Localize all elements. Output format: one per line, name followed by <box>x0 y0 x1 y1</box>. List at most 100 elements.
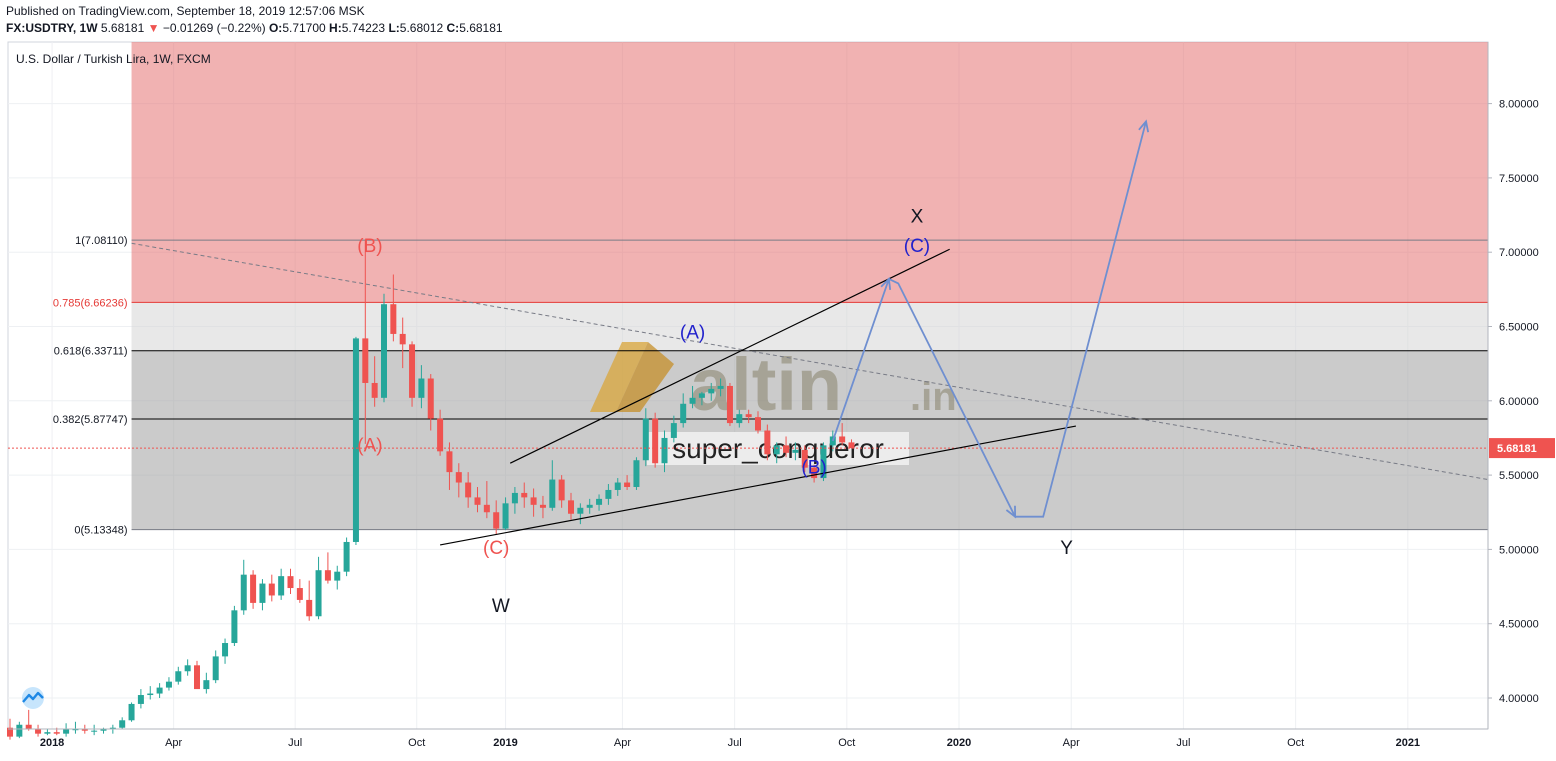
candle-body <box>493 512 500 529</box>
fib-label: 0.785(6.66236) <box>53 297 128 309</box>
candle <box>278 568 285 600</box>
close-label: C: <box>446 21 460 35</box>
wave-label: (B) <box>357 236 382 257</box>
last-price-badge <box>1489 438 1555 459</box>
candle-body <box>44 732 51 734</box>
candle <box>287 568 294 594</box>
y-tick-label: 4.50000 <box>1499 619 1539 631</box>
candle <box>231 605 238 646</box>
candles <box>7 240 855 740</box>
y-tick-label: 8.00000 <box>1499 99 1539 111</box>
candle <box>259 579 266 611</box>
low-label: L: <box>388 21 400 35</box>
candle-body <box>680 403 687 424</box>
candle <box>633 457 640 490</box>
fib-label: 1(7.08110) <box>75 235 127 247</box>
candle <box>128 702 135 722</box>
candle-body <box>100 729 107 731</box>
triangle-upper-line <box>509 248 950 464</box>
arrowhead-down-icon <box>1005 505 1017 519</box>
candle <box>175 666 182 685</box>
candle-body <box>278 576 285 596</box>
x-tick-label: 2021 <box>1396 737 1420 749</box>
symbol-quote-line: FX:USDTRY, 1W 5.68181 ▼ −0.01269 (−0.22%… <box>6 21 503 35</box>
candle <box>44 729 51 736</box>
candle <box>848 439 855 449</box>
x-tick-label: Oct <box>408 737 425 749</box>
candle <box>483 481 490 519</box>
triangle-lower-line <box>439 425 1077 546</box>
candle-body <box>222 643 229 657</box>
x-tick-label: Jul <box>728 737 742 749</box>
fib-label: 0.382(5.87747) <box>53 414 128 426</box>
candle <box>184 659 191 676</box>
y-tick-label: 5.50000 <box>1499 470 1539 482</box>
candle <box>296 579 303 603</box>
zone-red <box>131 42 1488 303</box>
candle-body <box>343 541 350 572</box>
candle-body <box>764 430 771 455</box>
arrowhead-up-icon <box>1138 119 1150 133</box>
wave-labels: (B) (A) (C) W (A) (B) (C) X Y <box>357 206 1073 616</box>
candle <box>652 412 659 468</box>
candle-body <box>848 442 855 449</box>
candle-body <box>427 378 434 419</box>
y-tick-label: 6.00000 <box>1499 396 1539 408</box>
candle <box>783 436 790 458</box>
candle-body <box>596 498 603 505</box>
candle <box>792 442 799 461</box>
tradingview-logo-icon[interactable] <box>18 686 48 710</box>
wave-label: (C) <box>904 236 930 257</box>
candle <box>212 650 219 684</box>
candle-body <box>577 507 584 514</box>
candle <box>399 317 406 369</box>
x-tick-label: Oct <box>838 737 855 749</box>
candle-body <box>465 482 472 498</box>
candle-body <box>670 423 677 438</box>
candle <box>474 486 481 513</box>
candle-body <box>296 588 303 600</box>
candle <box>137 689 144 709</box>
candle <box>839 423 846 446</box>
candle <box>726 382 733 427</box>
candle-body <box>268 583 275 596</box>
candle-body <box>203 680 210 690</box>
candle-body <box>661 437 668 464</box>
y-tick-label: 7.50000 <box>1499 173 1539 185</box>
candle <box>736 409 743 428</box>
candle <box>558 475 565 508</box>
fib-label: 0.618(6.33711) <box>54 346 128 358</box>
y-tick-label: 6.50000 <box>1499 322 1539 334</box>
candle-body <box>231 610 238 644</box>
candle-body <box>399 333 406 345</box>
candle <box>343 537 350 577</box>
candle <box>586 498 593 514</box>
candle-body <box>530 497 537 505</box>
candle-body <box>483 504 490 513</box>
wave-label: Y <box>1060 538 1073 559</box>
candle <box>530 488 537 517</box>
candle <box>427 374 434 431</box>
wave-label: (B) <box>801 458 826 479</box>
candle <box>446 442 453 490</box>
candle-body <box>7 727 13 737</box>
candle <box>240 559 247 615</box>
candle <box>306 580 313 621</box>
candle-body <box>633 460 640 487</box>
candle-body <box>820 445 827 479</box>
candle <box>539 495 546 519</box>
candle <box>63 723 70 737</box>
candle <box>670 415 677 443</box>
candle-body <box>521 492 528 498</box>
candle <box>250 570 257 609</box>
candle <box>390 274 397 342</box>
last-price-badge-text: 5.68181 <box>1497 443 1537 455</box>
candle-body <box>811 467 818 479</box>
projection-path <box>831 121 1147 518</box>
candle-body <box>409 344 416 398</box>
candle <box>511 486 518 514</box>
wave-label: W <box>492 596 510 617</box>
candle-body <box>726 385 733 424</box>
last-price: 5.68181 <box>100 21 145 35</box>
